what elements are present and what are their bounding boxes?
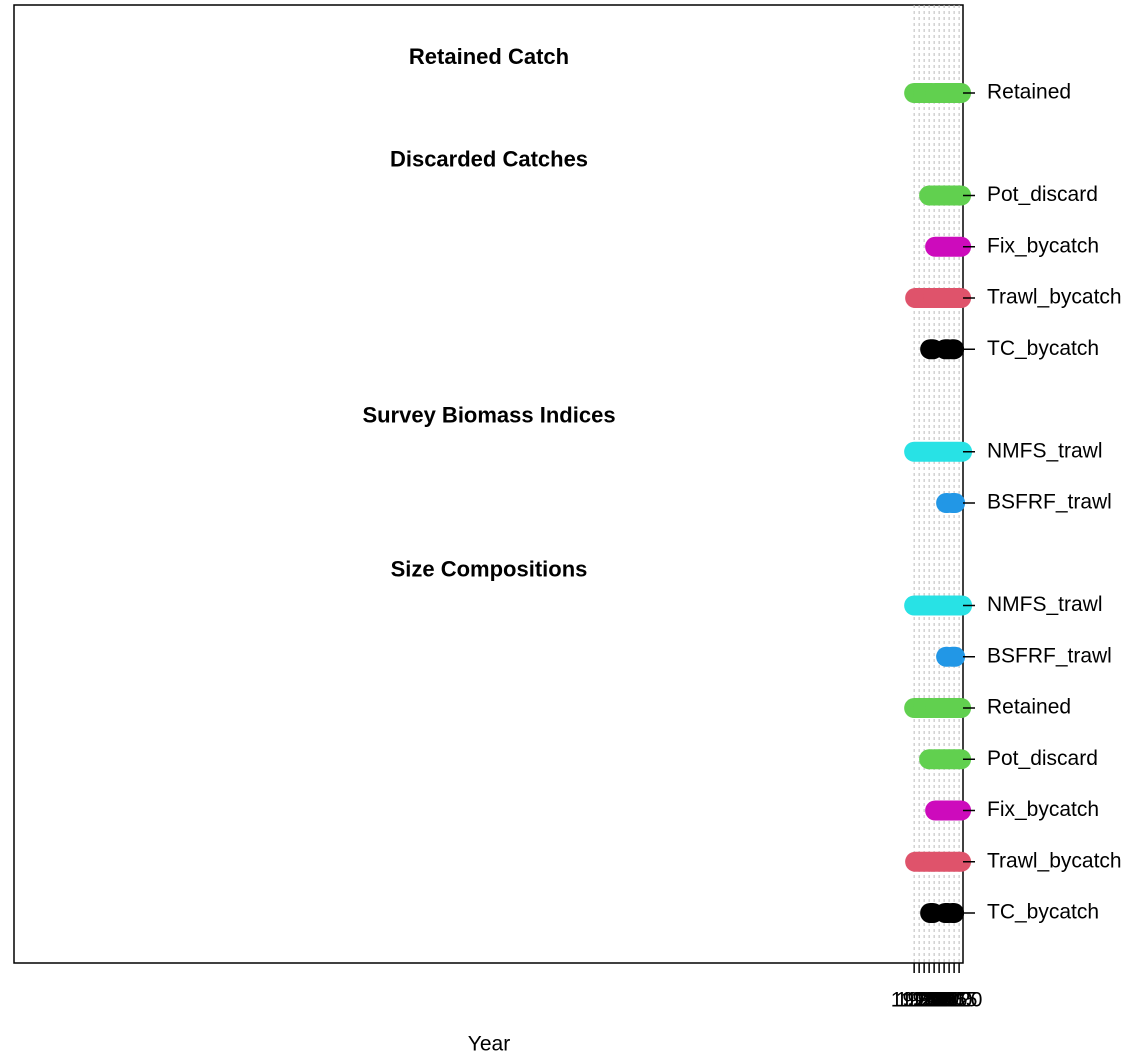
row-label: TC_bycatch <box>987 337 1099 360</box>
row-label: Fix_bycatch <box>987 234 1099 257</box>
row-label: NMFS_trawl <box>987 593 1103 616</box>
x-tick-label: 1980 <box>896 989 943 1012</box>
x-tick-label: 1995 <box>911 989 958 1012</box>
row-label: BSFRF_trawl <box>987 644 1112 667</box>
row-label: Trawl_bycatch <box>987 286 1122 309</box>
section-title: Survey Biomass Indices <box>362 403 615 428</box>
section-title: Retained Catch <box>409 44 569 69</box>
row-label: Retained <box>987 696 1071 719</box>
row-label: TC_bycatch <box>987 901 1099 924</box>
x-tick-label: 1975 <box>891 989 938 1012</box>
row-label: BSFRF_trawl <box>987 491 1112 514</box>
row-label: Trawl_bycatch <box>987 849 1122 872</box>
x-tick-label: 1990 <box>906 989 953 1012</box>
x-tick-label: 2000 <box>916 989 963 1012</box>
section-title: Discarded Catches <box>390 146 588 171</box>
row-label: Fix_bycatch <box>987 798 1099 821</box>
row-label: NMFS_trawl <box>987 439 1103 462</box>
x-tick-label: 2020 <box>936 989 983 1012</box>
x-tick-label: 1985 <box>901 989 948 1012</box>
x-tick-label: 2010 <box>926 989 973 1012</box>
section-title: Size Compositions <box>391 556 588 581</box>
x-tick-label: 2015 <box>931 989 978 1012</box>
x-tick-label: 2005 <box>921 989 968 1012</box>
plot-box <box>13 4 964 964</box>
row-label: Retained <box>987 81 1071 104</box>
x-axis-label: Year <box>468 1033 510 1056</box>
row-label: Pot_discard <box>987 183 1098 206</box>
row-label: Pot_discard <box>987 747 1098 770</box>
